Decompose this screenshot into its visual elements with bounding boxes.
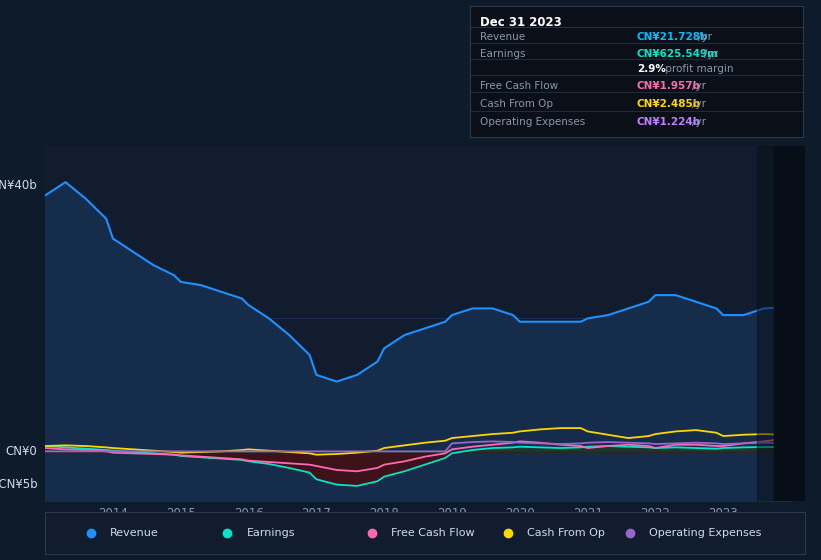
Text: Free Cash Flow: Free Cash Flow	[391, 529, 475, 538]
Text: /yr: /yr	[704, 49, 718, 59]
Bar	[774, 146, 805, 501]
Text: CN¥0: CN¥0	[6, 445, 38, 458]
Text: Operating Expenses: Operating Expenses	[649, 529, 761, 538]
Text: profit margin: profit margin	[663, 63, 734, 73]
Text: /yr: /yr	[692, 118, 706, 128]
Text: CN¥1.957b: CN¥1.957b	[637, 81, 701, 91]
Text: /yr: /yr	[692, 81, 706, 91]
Text: /yr: /yr	[692, 99, 706, 109]
Text: CN¥625.549m: CN¥625.549m	[637, 49, 718, 59]
Text: Earnings: Earnings	[246, 529, 295, 538]
Text: Dec 31 2023: Dec 31 2023	[480, 16, 562, 29]
Text: -CN¥5b: -CN¥5b	[0, 478, 38, 491]
Text: Cash From Op: Cash From Op	[480, 99, 553, 109]
Text: Operating Expenses: Operating Expenses	[480, 118, 585, 128]
Text: 2.9%: 2.9%	[637, 63, 666, 73]
Text: Revenue: Revenue	[110, 529, 158, 538]
Text: Revenue: Revenue	[480, 32, 525, 42]
Text: CN¥40b: CN¥40b	[0, 179, 38, 192]
Text: Free Cash Flow: Free Cash Flow	[480, 81, 558, 91]
Text: Earnings: Earnings	[480, 49, 526, 59]
Text: CN¥1.224b: CN¥1.224b	[637, 118, 701, 128]
Text: Cash From Op: Cash From Op	[527, 529, 605, 538]
Text: CN¥2.485b: CN¥2.485b	[637, 99, 701, 109]
Text: /yr: /yr	[698, 32, 712, 42]
Text: CN¥21.728b: CN¥21.728b	[637, 32, 709, 42]
Bar	[757, 146, 774, 501]
